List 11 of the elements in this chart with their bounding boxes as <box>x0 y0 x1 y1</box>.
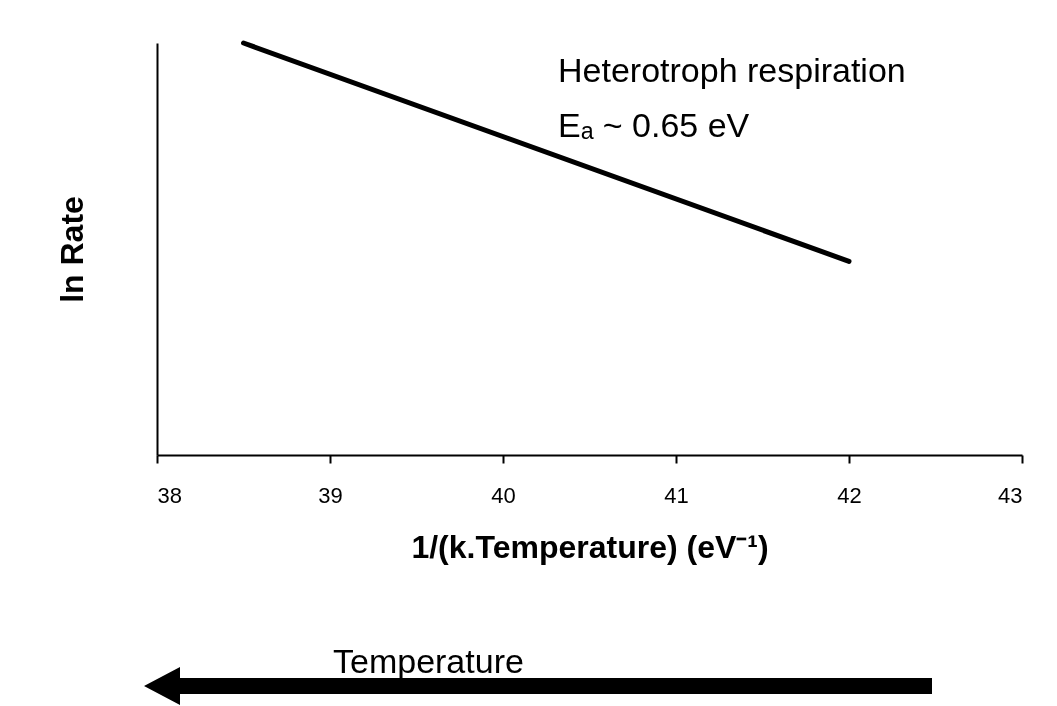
x-tick-label: 39 <box>318 482 343 508</box>
x-tick-label: 38 <box>157 482 182 508</box>
x-tick-label: 43 <box>998 482 1023 508</box>
annotation: Heterotroph respiration <box>558 51 906 89</box>
x-tick-label: 42 <box>837 482 862 508</box>
text: Temperature <box>333 642 524 680</box>
x-axis-title: 1/(k.Temperature) (eV⁻¹) <box>411 528 769 565</box>
annotation: Eₐ ~ 0.65 eV <box>558 106 750 144</box>
x-tick-label: 40 <box>491 482 516 508</box>
y-axis-title: ln Rate <box>53 196 90 303</box>
x-tick-label: 41 <box>664 482 689 508</box>
